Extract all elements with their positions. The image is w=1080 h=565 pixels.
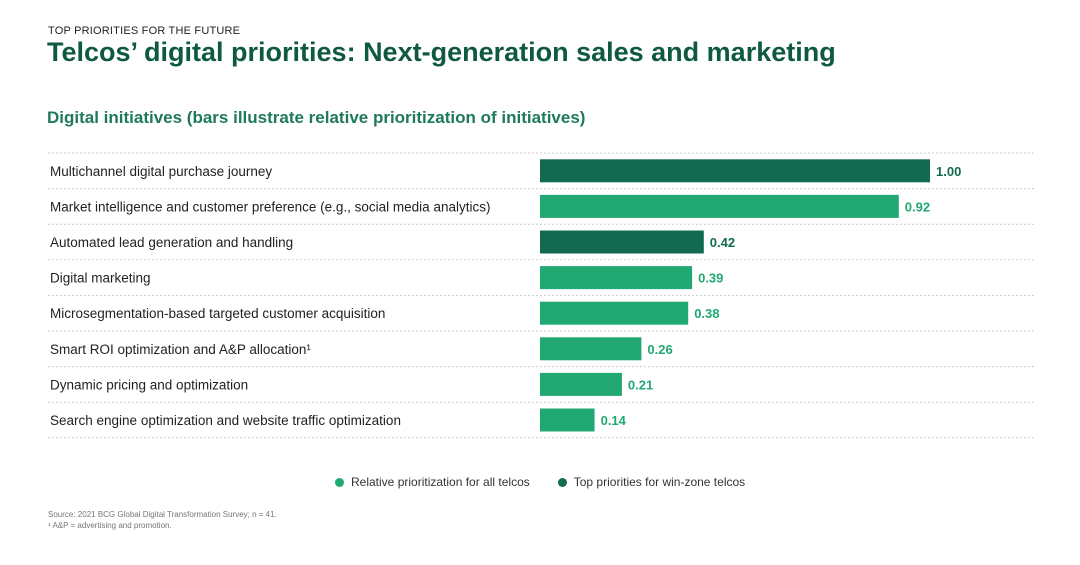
bar: [540, 230, 704, 254]
value-label: 0.21: [628, 377, 653, 392]
legend-label-all-telcos: Relative prioritization for all telcos: [351, 475, 530, 489]
bar: [540, 301, 689, 325]
category-label: Automated lead generation and handling: [50, 235, 293, 250]
bar: [540, 337, 642, 361]
legend-item-all-telcos: Relative prioritization for all telcos: [335, 475, 530, 489]
legend-item-win-zone: Top priorities for win-zone telcos: [557, 475, 746, 489]
value-label: 0.38: [694, 306, 719, 321]
legend-label-win-zone: Top priorities for win-zone telcos: [573, 475, 746, 489]
category-label: Smart ROI optimization and A&P allocatio…: [50, 342, 311, 357]
bar-chart: Multichannel digital purchase journey 1.0…: [48, 152, 1034, 439]
category-label: Market intelligence and customer prefere…: [50, 199, 490, 214]
value-label: 1.00: [936, 164, 961, 179]
legend-dot-icon: [335, 477, 344, 487]
source-text: Source: 2021 BCG Global Digital Transfor…: [48, 510, 277, 519]
bar: [540, 266, 693, 290]
bar: [540, 408, 595, 432]
footnote-text: ¹ A&P = advertising and promotion.: [48, 521, 172, 530]
category-label: Search engine optimization and website t…: [50, 413, 401, 428]
category-label: Multichannel digital purchase journey: [50, 164, 272, 179]
value-label: 0.26: [647, 342, 672, 357]
category-label: Digital marketing: [50, 271, 151, 286]
source-note: Source: 2021 BCG Global Digital Transfor…: [48, 509, 277, 531]
bar: [540, 194, 899, 218]
legend: Relative prioritization for all telcos T…: [335, 475, 773, 489]
eyebrow-label: TOP PRIORITIES FOR THE FUTURE: [48, 25, 241, 37]
chart-title: Telcos’ digital priorities: Next-generat…: [47, 37, 836, 67]
legend-dot-icon: [557, 477, 567, 487]
value-label: 0.92: [905, 199, 930, 214]
value-label: 0.39: [698, 271, 723, 286]
bar: [540, 159, 930, 183]
value-label: 0.42: [710, 235, 735, 250]
category-label: Dynamic pricing and optimization: [50, 377, 248, 392]
value-label: 0.14: [601, 413, 627, 428]
chart-subtitle: Digital initiatives (bars illustrate rel…: [47, 108, 586, 127]
bar: [540, 372, 622, 396]
category-label: Microsegmentation-based targeted custome…: [50, 306, 385, 321]
